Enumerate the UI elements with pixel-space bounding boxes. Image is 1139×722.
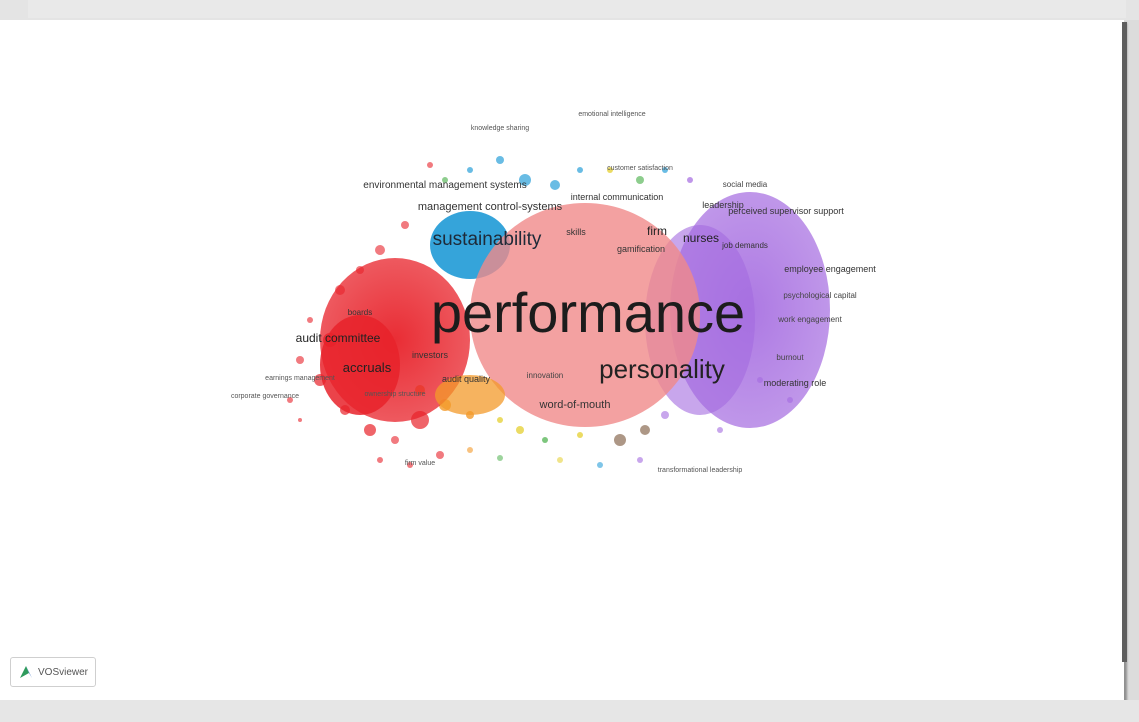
term-knowledge-sharing: knowledge sharing [471,125,529,132]
term-sustainability: sustainability [433,229,542,250]
term-social-media: social media [723,180,768,189]
term-work-engagement: work engagement [777,315,842,324]
term-perceived-supervisor-support: perceived supervisor support [728,206,844,216]
term-audit-quality: audit quality [442,374,491,384]
orange-cluster-blob [435,375,505,415]
term-innovation: innovation [527,371,563,380]
cluster-blobs [320,192,830,428]
term-job-demands: job demands [721,241,768,250]
scattered-node-dots [287,156,793,468]
term-nurses: nurses [683,231,719,245]
term-word-of-mouth: word-of-mouth [539,399,611,411]
term-management-control-systems: management control-systems [418,201,563,213]
term-psychological-capital: psychological capital [783,291,857,300]
vosviewer-logo[interactable]: VOSviewer [10,657,96,687]
term-audit-committee: audit committee [296,331,381,345]
red-cluster-blob-secondary [320,315,400,415]
term-employee-engagement: employee engagement [784,264,876,274]
term-labels: performance personality sustainability m… [231,111,876,474]
term-firm: firm [647,224,667,238]
term-performance: performance [431,281,745,344]
term-leadership: leadership [702,200,744,210]
top-bar [0,0,1139,20]
term-earnings-management: earnings management [265,375,335,382]
term-boards: boards [348,308,372,317]
term-emotional-intelligence: emotional intelligence [578,111,645,118]
term-customer-satisfaction: customer satisfaction [607,165,673,172]
bottom-strip [0,700,1139,722]
vosviewer-logo-icon [20,666,32,678]
vosviewer-logo-text: VOSviewer [38,666,89,678]
top-bar-inner [28,0,1126,18]
term-skills: skills [566,227,586,237]
term-corporate-governance: corporate governance [231,393,299,400]
right-edge-shadow [1122,22,1127,662]
bibliometric-network-map[interactable]: performance personality sustainability m… [0,20,1124,700]
term-ownership-structure: ownership structure [364,391,425,398]
term-firm-value: firm value [405,460,435,467]
pink-cluster-blob [470,203,700,427]
term-moderating-role: moderating role [764,378,827,388]
term-gamification: gamification [617,244,665,254]
term-accruals: accruals [343,360,392,375]
term-investors: investors [412,350,449,360]
term-internal-communication: internal communication [571,192,664,202]
term-transformational-leadership: transformational leadership [658,467,743,474]
term-burnout: burnout [776,353,804,362]
term-personality: personality [599,354,725,384]
term-environmental-management-systems: environmental management systems [363,180,526,191]
